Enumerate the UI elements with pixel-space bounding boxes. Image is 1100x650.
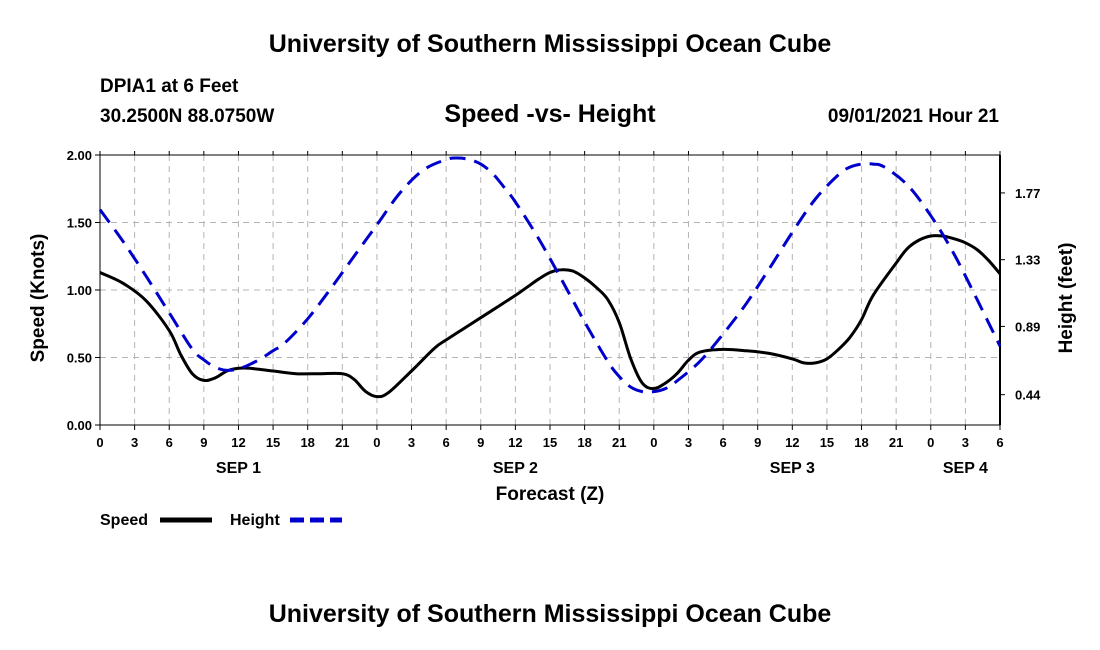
x-tick-label: 15 xyxy=(820,435,834,450)
day-label: SEP 3 xyxy=(770,460,815,477)
x-axis-title: Forecast (Z) xyxy=(496,484,605,505)
series-lines xyxy=(98,156,1002,399)
y-tick-label: 0.50 xyxy=(67,351,92,366)
y-axis-title: Speed (Knots) xyxy=(28,234,49,363)
x-tick-label: 6 xyxy=(719,435,726,450)
x-tick-label: 12 xyxy=(785,435,799,450)
grid-lines xyxy=(100,155,1000,425)
x-tick-label: 3 xyxy=(408,435,415,450)
station-coords: 30.2500N 88.0750W xyxy=(100,106,275,127)
day-label: SEP 2 xyxy=(493,460,538,477)
day-label: SEP 1 xyxy=(216,460,261,477)
legend-label-height: Height xyxy=(230,512,280,529)
x-tick-label: 0 xyxy=(96,435,103,450)
x-tick-label: 0 xyxy=(650,435,657,450)
x-tick-label: 15 xyxy=(543,435,557,450)
x-tick-label: 18 xyxy=(577,435,591,450)
x-tick-label: 0 xyxy=(373,435,380,450)
x-tick-label: 3 xyxy=(685,435,692,450)
day-label: SEP 4 xyxy=(943,460,988,477)
axes xyxy=(95,151,1005,430)
x-tick-label: 18 xyxy=(854,435,868,450)
x-tick-label: 3 xyxy=(962,435,969,450)
y2-tick-label: 0.89 xyxy=(1015,319,1040,334)
y2-tick-label: 1.33 xyxy=(1015,253,1040,268)
x-tick-label: 6 xyxy=(443,435,450,450)
x-tick-label: 9 xyxy=(200,435,207,450)
x-tick-label: 21 xyxy=(612,435,626,450)
speed-series-line xyxy=(99,234,1002,399)
height-series-line xyxy=(98,156,1002,394)
y-tick-label: 1.00 xyxy=(67,283,92,298)
x-tick-label: 3 xyxy=(131,435,138,450)
station-label: DPIA1 at 6 Feet xyxy=(100,76,239,97)
x-tick-label: 15 xyxy=(266,435,280,450)
x-tick-label: 12 xyxy=(508,435,522,450)
x-tick-label: 21 xyxy=(889,435,903,450)
y2-tick-label: 0.44 xyxy=(1015,388,1041,403)
y2-axis-title: Height (feet) xyxy=(1056,243,1077,354)
x-tick-label: 0 xyxy=(927,435,934,450)
forecast-datetime: 09/01/2021 Hour 21 xyxy=(827,106,999,127)
page-title: University of Southern Mississippi Ocean… xyxy=(268,30,832,58)
legend-label-speed: Speed xyxy=(100,512,148,529)
y-tick-label: 2.00 xyxy=(67,148,92,163)
x-tick-label: 6 xyxy=(996,435,1003,450)
footer-title: University of Southern Mississippi Ocean… xyxy=(268,600,832,628)
y2-tick-label: 1.77 xyxy=(1015,186,1040,201)
x-tick-label: 18 xyxy=(300,435,314,450)
x-tick-label: 9 xyxy=(754,435,761,450)
y-tick-label: 1.50 xyxy=(67,216,92,231)
x-tick-label: 12 xyxy=(231,435,245,450)
chart-title: Speed -vs- Height xyxy=(444,100,656,128)
x-tick-label: 6 xyxy=(166,435,173,450)
x-tick-label: 21 xyxy=(335,435,349,450)
axis-labels: 0 3 6 9 12 15 18 21 0 3 6 9 12 15 18 21 0 3 6 9 12 15 18 21 0 3 6 0… xyxy=(28,148,1077,505)
y-tick-label: 0.00 xyxy=(67,418,92,433)
x-tick-label: 9 xyxy=(477,435,484,450)
legend: Speed Height xyxy=(100,512,342,529)
